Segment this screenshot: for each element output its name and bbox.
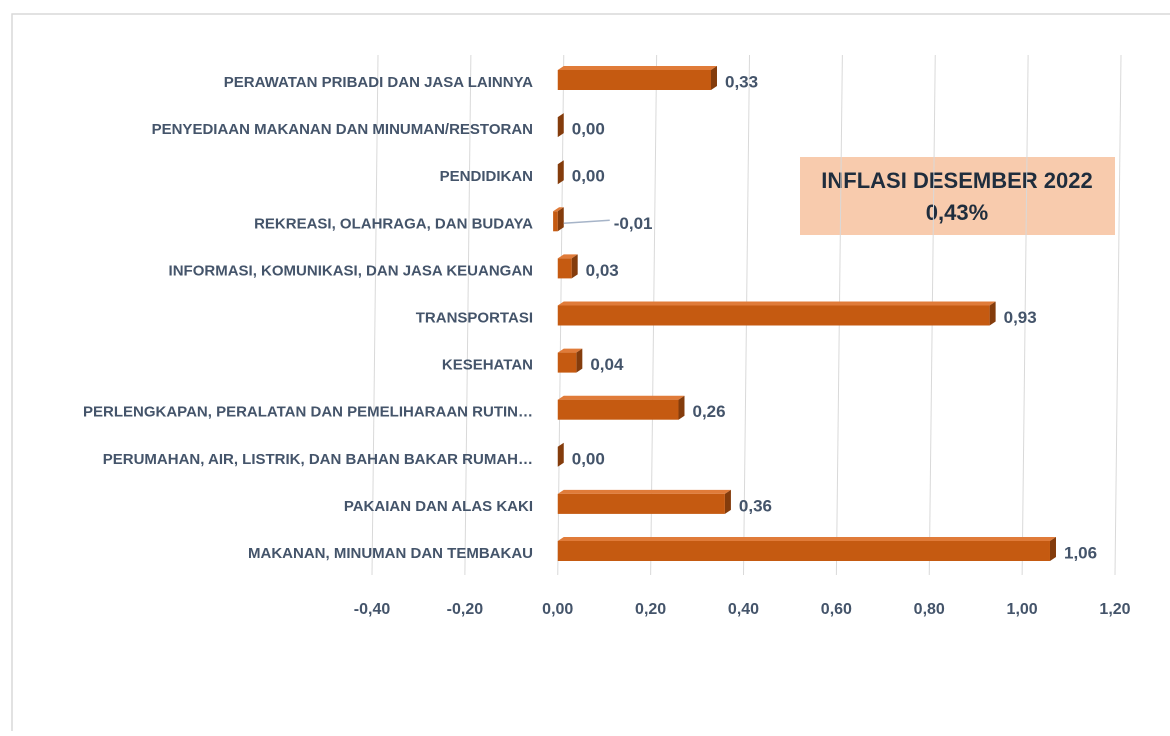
y-tick-label: PENDIDIKAN <box>440 168 533 185</box>
bar <box>557 537 1056 561</box>
bar-face <box>557 541 1050 561</box>
bar-face <box>557 442 564 467</box>
bar-face <box>989 301 996 326</box>
leader-line <box>563 219 610 225</box>
bar <box>557 489 731 514</box>
bar-face <box>724 489 731 514</box>
x-tick-label: 0,00 <box>542 601 573 618</box>
bar-face <box>576 348 583 373</box>
bar-face <box>571 254 578 279</box>
bar <box>557 254 578 279</box>
x-tick-label: 0,40 <box>728 601 759 618</box>
annotation-value: 0,43% <box>926 200 988 225</box>
bar-face <box>678 395 685 420</box>
value-label: 0,00 <box>572 449 605 468</box>
grid-line <box>464 54 472 576</box>
bar-face <box>557 395 685 400</box>
bar <box>557 301 996 326</box>
bar-face <box>710 66 717 90</box>
y-tick-label: PERUMAHAN, AIR, LISTRIK, DAN BAHAN BAKAR… <box>103 451 533 468</box>
y-tick-label: INFORMASI, KOMUNIKASI, DAN JASA KEUANGAN <box>169 262 533 279</box>
bar-face <box>553 207 564 212</box>
grid-line <box>1114 54 1122 576</box>
value-label: 0,36 <box>739 496 772 515</box>
value-label: 0,00 <box>572 120 605 139</box>
y-tick-label: KESEHATAN <box>442 357 533 374</box>
value-label: 0,04 <box>590 355 624 374</box>
value-label: -0,01 <box>614 214 653 233</box>
bar-face <box>557 66 717 70</box>
value-label: 0,03 <box>586 261 619 280</box>
bar-face <box>557 301 996 306</box>
y-tick-label: PERAWATAN PRIBADI DAN JASA LAINNYA <box>224 74 533 91</box>
y-tick-label: PAKAIAN DAN ALAS KAKI <box>344 498 533 515</box>
x-tick-label: 1,20 <box>1099 601 1130 618</box>
bar-face <box>557 113 564 138</box>
bar-face <box>557 489 731 494</box>
bar <box>557 348 583 373</box>
bar-face <box>557 70 711 90</box>
bar-face <box>557 493 725 514</box>
x-tick-label: 0,80 <box>914 601 945 618</box>
value-label: 0,33 <box>725 72 758 91</box>
bar <box>557 160 564 185</box>
y-tick-label: MAKANAN, MINUMAN DAN TEMBAKAU <box>248 545 533 562</box>
bar-face <box>557 305 990 326</box>
grid-line <box>371 54 379 576</box>
x-tick-label: 0,60 <box>821 601 852 618</box>
y-tick-label: PERLENGKAPAN, PERALATAN DAN PEMELIHARAAN… <box>83 404 533 421</box>
x-tick-label: -0,20 <box>447 601 484 618</box>
bar-face <box>557 160 564 185</box>
y-tick-label: PENYEDIAAN MAKANAN DAN MINUMAN/RESTORAN <box>152 121 533 138</box>
bar <box>557 442 564 467</box>
bar-face <box>557 207 564 232</box>
annotation-box <box>800 157 1115 235</box>
value-label: 0,00 <box>572 167 605 186</box>
value-label: 1,06 <box>1064 543 1097 562</box>
x-tick-label: 0,20 <box>635 601 666 618</box>
x-tick-label: 1,00 <box>1007 601 1038 618</box>
annotation-title: INFLASI DESEMBER 2022 <box>821 168 1092 193</box>
bar <box>557 113 564 138</box>
y-tick-label: REKREASI, OLAHRAGA, DAN BUDAYA <box>254 215 533 232</box>
bar-face <box>557 399 679 420</box>
y-tick-label: TRANSPORTASI <box>416 309 533 326</box>
bar <box>557 66 717 90</box>
grid-line <box>1021 54 1029 576</box>
bar-face <box>557 258 572 279</box>
bar-face <box>557 352 577 373</box>
bar-face <box>557 254 578 259</box>
bar <box>553 207 564 232</box>
bar <box>557 395 685 420</box>
bar-face <box>553 211 558 232</box>
bar-face <box>557 348 583 353</box>
bar-face <box>1049 537 1056 561</box>
value-label: 0,26 <box>692 402 725 421</box>
bar-face <box>557 537 1056 541</box>
x-tick-label: -0,40 <box>354 601 391 618</box>
chart-frame <box>11 13 1170 736</box>
value-label: 0,93 <box>1004 308 1037 327</box>
